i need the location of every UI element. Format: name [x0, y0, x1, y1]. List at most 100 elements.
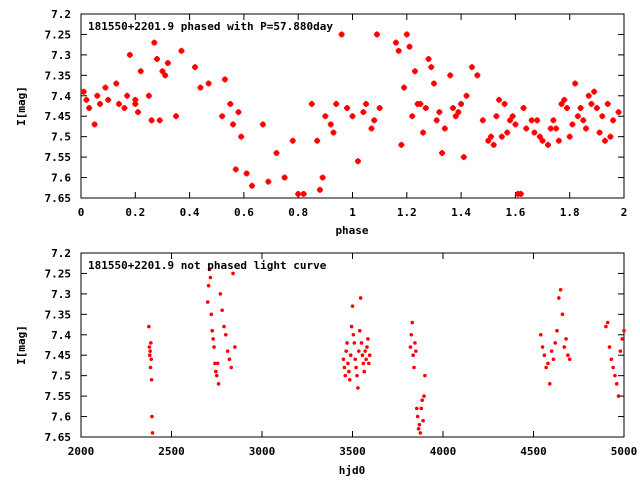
- data-point: [289, 137, 296, 144]
- data-point: [398, 141, 405, 148]
- data-point: [373, 31, 380, 38]
- data-point: [205, 80, 212, 87]
- data-point: [460, 154, 467, 161]
- data-point: [150, 414, 154, 419]
- x-tick-label: 0: [78, 206, 85, 219]
- y-tick-label: 7.65: [45, 431, 72, 444]
- data-point: [417, 100, 424, 107]
- y-tick-label: 7.65: [45, 192, 72, 205]
- y-tick-label: 7.35: [45, 69, 72, 82]
- data-point: [220, 308, 224, 313]
- data-point: [490, 141, 497, 148]
- data-point: [149, 377, 154, 382]
- data-point: [550, 117, 557, 124]
- data-point: [344, 105, 351, 112]
- data-point: [422, 394, 426, 398]
- data-point: [414, 406, 419, 411]
- data-point: [147, 353, 152, 358]
- data-point: [132, 100, 139, 107]
- x-tick-label: 3500: [339, 445, 366, 458]
- data-point: [357, 328, 362, 333]
- data-point: [422, 105, 429, 112]
- data-point: [605, 320, 610, 325]
- data-point: [416, 427, 421, 431]
- y-tick-label: 7.35: [45, 308, 72, 321]
- data-point: [547, 125, 554, 132]
- data-point: [249, 182, 256, 189]
- data-point: [455, 109, 462, 116]
- data-point: [463, 92, 470, 99]
- y-tick-label: 7.4: [51, 329, 71, 342]
- data-point: [544, 365, 548, 370]
- data-points: [80, 31, 622, 197]
- data-point: [414, 349, 418, 353]
- data-point: [91, 121, 98, 128]
- x-tick-label: 0.6: [234, 206, 254, 219]
- data-point: [403, 31, 410, 38]
- data-point: [622, 328, 626, 333]
- data-point: [493, 113, 500, 120]
- data-point: [342, 365, 347, 370]
- data-point: [413, 341, 417, 345]
- data-point: [173, 113, 180, 120]
- data-point: [613, 373, 617, 378]
- axis-ticks: 0 0.2 0.4 0.6 0.8 1 1.2 1.4 1.6 1.8 2 7.2 7.25 7.3 7.3…: [45, 8, 628, 219]
- axis-ticks: 2000 2500 3000 3500 4000 4500 5000 7.2 7.25 7.3 7.…: [45, 247, 638, 458]
- x-tick-label: 1.2: [397, 206, 417, 219]
- y-tick-label: 7.4: [51, 90, 71, 103]
- data-point: [360, 109, 367, 116]
- data-point: [520, 105, 527, 112]
- data-point: [496, 96, 503, 103]
- data-point: [366, 361, 371, 366]
- data-point: [281, 174, 288, 181]
- data-point: [557, 296, 561, 300]
- data-point: [216, 382, 221, 386]
- data-point: [349, 324, 354, 329]
- data-point: [265, 178, 272, 185]
- data-point: [419, 406, 424, 411]
- data-point: [408, 345, 413, 349]
- data-point: [421, 418, 425, 423]
- data-point: [113, 80, 120, 87]
- data-point: [102, 84, 109, 91]
- data-point: [561, 96, 568, 103]
- data-point: [178, 47, 185, 54]
- data-point: [585, 92, 592, 99]
- data-point: [159, 68, 166, 75]
- data-point: [564, 337, 568, 341]
- data-point: [347, 377, 352, 382]
- x-tick-label: 2500: [158, 445, 185, 458]
- data-point: [418, 431, 423, 435]
- data-point: [479, 117, 486, 124]
- data-point: [604, 100, 611, 107]
- y-tick-label: 7.45: [45, 349, 72, 362]
- data-point: [358, 296, 363, 300]
- data-point: [411, 353, 415, 358]
- data-point: [341, 357, 346, 362]
- data-point: [124, 92, 131, 99]
- data-point: [368, 125, 375, 132]
- plot-frame: [80, 252, 625, 438]
- data-point: [596, 129, 603, 136]
- data-point: [354, 365, 358, 370]
- x-axis-label: hjd0: [339, 464, 366, 477]
- data-point: [420, 398, 424, 403]
- data-point: [149, 357, 154, 362]
- y-axis-label: I[mag]: [15, 325, 28, 365]
- data-point: [371, 117, 378, 124]
- data-point: [322, 113, 329, 120]
- data-point: [350, 304, 355, 308]
- data-point: [148, 365, 153, 370]
- x-tick-label: 2000: [68, 445, 95, 458]
- x-tick-label: 0.4: [180, 206, 200, 219]
- data-point: [221, 76, 228, 83]
- data-points: [147, 267, 626, 435]
- x-tick-label: 1.8: [560, 206, 580, 219]
- data-point: [238, 133, 245, 140]
- data-point: [558, 100, 565, 107]
- data-point: [601, 137, 608, 144]
- data-point: [542, 353, 547, 358]
- data-point: [151, 39, 158, 46]
- y-tick-label: 7.55: [45, 390, 72, 403]
- data-point: [474, 72, 481, 79]
